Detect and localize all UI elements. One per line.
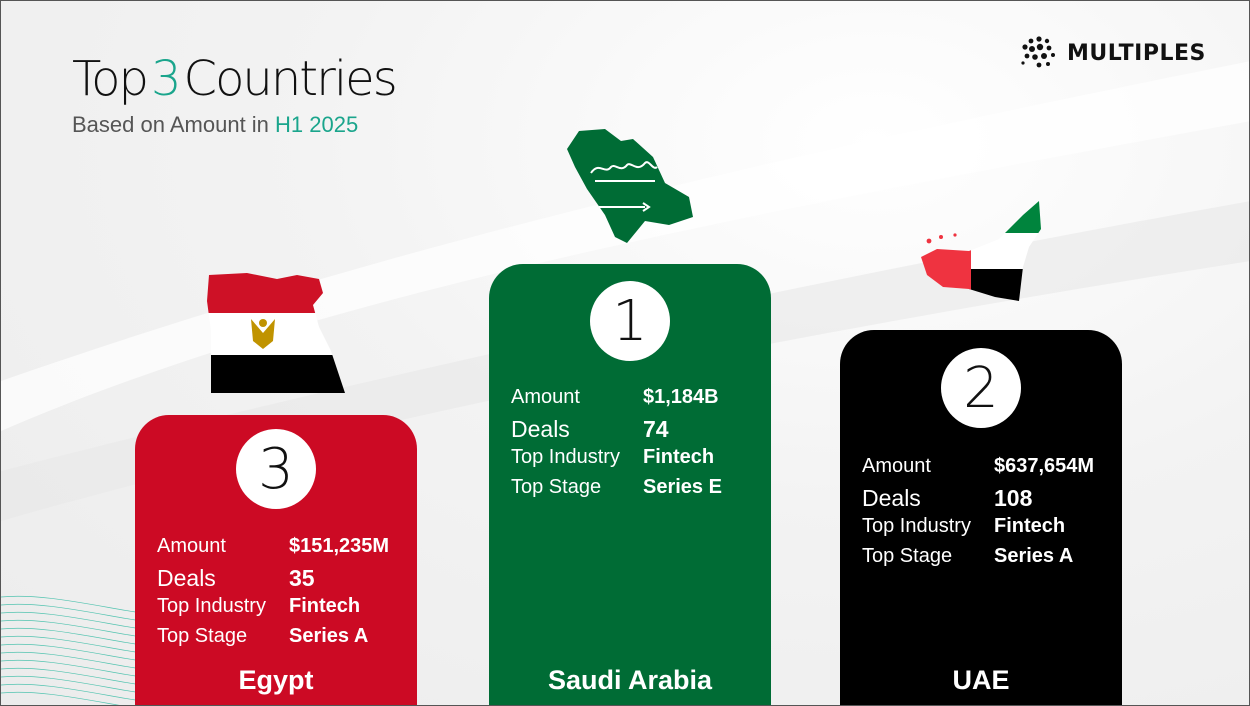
country-name: UAE — [952, 665, 1010, 695]
page-subtitle: Based on Amount in H1 2025 — [72, 112, 359, 137]
industry-value: Fintech — [643, 446, 715, 468]
egypt-card: 3 Amount $151,235M Deals 35 Top Industry Fi… — [135, 415, 417, 705]
uae-map-flag-icon — [921, 201, 1041, 301]
deals-value: 74 — [643, 416, 669, 442]
egypt-map-flag-icon — [207, 273, 345, 393]
stage-value: Series E — [643, 476, 722, 498]
deals-value: 108 — [994, 485, 1033, 511]
rank-badge: 1 — [590, 281, 670, 361]
logo-dots-icon — [1021, 36, 1055, 68]
saudi-arabia-map-flag-icon — [567, 129, 693, 243]
amount-value: $151,235M — [289, 535, 390, 557]
uae-stats: Amount $637,654M Deals 108 Top Industry Fin… — [862, 455, 1095, 567]
wave-pattern-decoration — [1, 595, 141, 705]
egypt-stats: Amount $151,235M Deals 35 Top Industry Fint… — [157, 535, 390, 647]
amount-value: $1,184B — [643, 386, 719, 408]
multiples-logo: MULTIPLES — [1019, 35, 1206, 71]
industry-value: Fintech — [289, 595, 361, 617]
country-name: Egypt — [238, 665, 314, 695]
saudi-arabia-card: 1 Amount $1,184B Deals 74 Top Industry Fint… — [489, 264, 771, 705]
stage-value: Series A — [994, 545, 1074, 567]
uae-card: 2 Amount $637,654M Deals 108 Top Industry F… — [840, 330, 1122, 705]
brand-name: MULTIPLES — [1067, 40, 1206, 66]
rank-badge: 2 — [941, 348, 1021, 428]
rank-badge: 3 — [236, 429, 316, 509]
amount-value: $637,654M — [994, 455, 1095, 477]
deals-value: 35 — [289, 565, 315, 591]
industry-value: Fintech — [994, 515, 1066, 537]
saudi-arabia-stats: Amount $1,184B Deals 74 Top Industry Fintec… — [511, 386, 722, 498]
country-name: Saudi Arabia — [547, 665, 713, 695]
page-title: Top3Countries — [72, 51, 398, 107]
stage-value: Series A — [289, 625, 369, 647]
